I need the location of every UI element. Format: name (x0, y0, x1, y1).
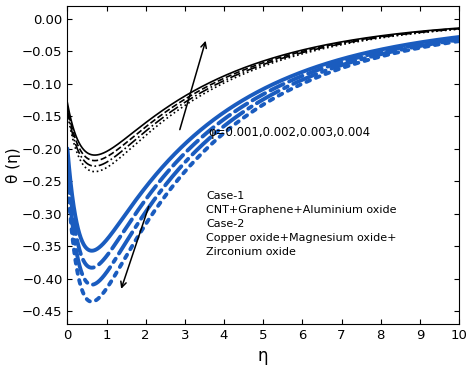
X-axis label: η: η (258, 348, 269, 365)
Y-axis label: θ (η): θ (η) (6, 147, 20, 183)
Text: φ=0.001,0.002,0.003,0.004: φ=0.001,0.002,0.003,0.004 (209, 126, 370, 139)
Text: Case-1
CNT+Graphene+Aluminium oxide
Case-2
Copper oxide+Magnesium oxide+
Zirconi: Case-1 CNT+Graphene+Aluminium oxide Case… (206, 191, 397, 257)
